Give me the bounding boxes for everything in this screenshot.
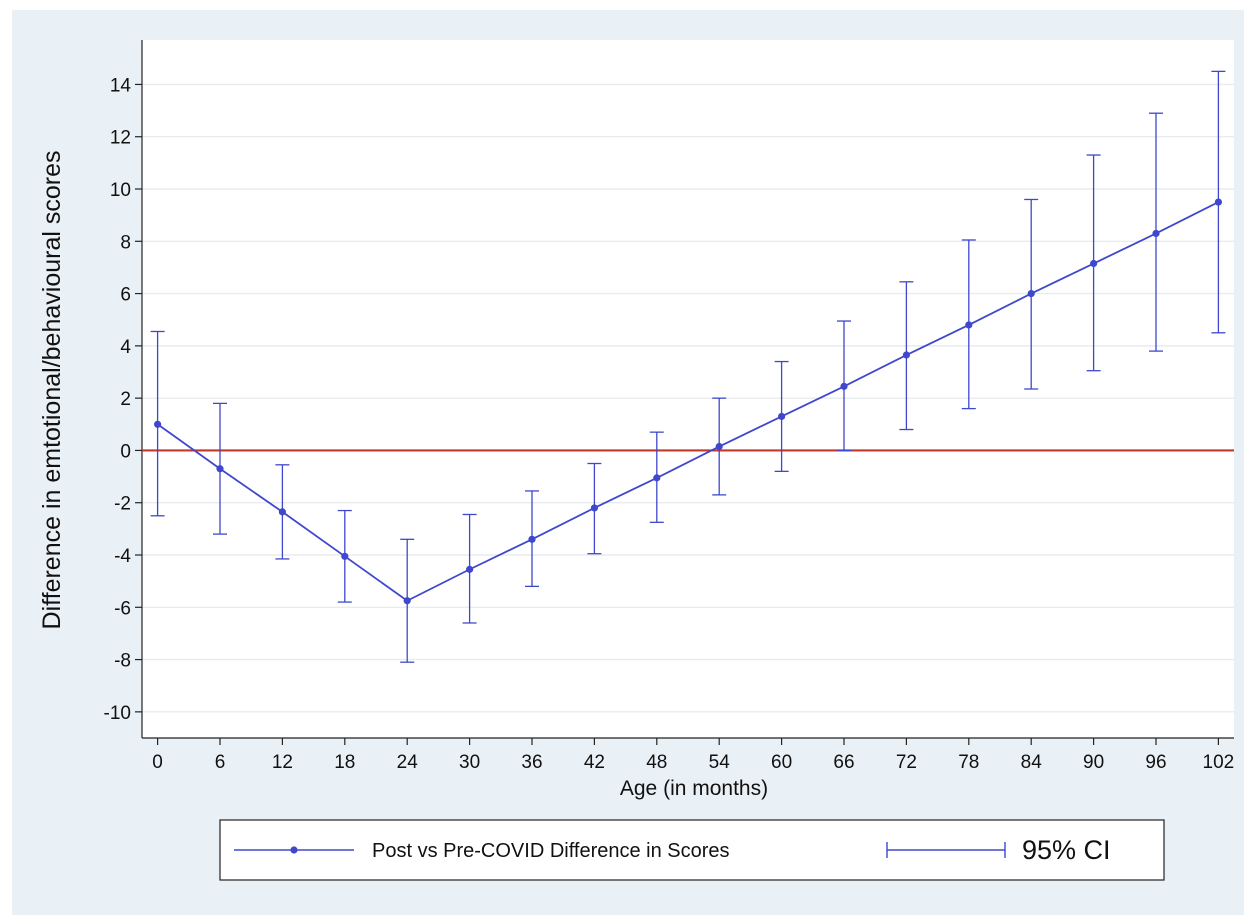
x-tick-label: 72: [896, 752, 917, 773]
data-point: [1152, 229, 1160, 238]
y-tick-label: -2: [114, 494, 131, 515]
x-tick-label: 48: [646, 752, 667, 773]
data-point: [1214, 198, 1222, 206]
y-tick-label: 0: [120, 441, 131, 462]
data-point: [840, 382, 848, 390]
x-axis-title: Age (in months): [620, 777, 768, 800]
x-tick-label: 66: [833, 752, 854, 773]
data-point: [154, 420, 162, 428]
data-point: [1090, 259, 1098, 268]
x-tick-label: 84: [1021, 752, 1043, 773]
data-point: [278, 508, 286, 516]
data-point: [466, 565, 474, 573]
legend-ci-label: 95% CI: [1022, 835, 1111, 865]
x-tick-label: 18: [334, 752, 355, 773]
y-tick-label: -8: [114, 651, 131, 672]
series-line-group: [157, 201, 1219, 602]
chart-figure: -10 -8 -6 -4 -2 0 2 4 6 8 10 12 14 0 6 12 18 24 30 36 42 48 5…: [12, 10, 1244, 915]
legend: Post vs Pre-COVID Difference in Scores 9…: [219, 819, 1165, 881]
y-tick-label: 12: [110, 128, 131, 149]
x-tick-label: 78: [958, 752, 979, 773]
data-point: [965, 321, 973, 329]
y-tick-label: 14: [110, 75, 132, 96]
y-tick-label: -6: [114, 598, 131, 619]
legend-series-marker: [290, 846, 298, 854]
y-tick-label: 6: [120, 285, 131, 306]
y-ticks: -10 -8 -6 -4 -2 0 2 4 6 8 10 12 14: [104, 75, 142, 724]
x-tick-label: 24: [397, 752, 419, 773]
x-tick-label: 54: [709, 752, 731, 773]
x-tick-label: 60: [771, 752, 792, 773]
x-tick-label: 42: [584, 752, 605, 773]
x-tick-label: 102: [1203, 752, 1235, 773]
legend-box: [219, 819, 1165, 881]
data-point: [1027, 289, 1035, 298]
y-tick-label: 2: [120, 389, 131, 410]
data-point: [902, 351, 911, 359]
data-point: [590, 504, 599, 512]
y-axis-title: Difference in emtotional/behavioural sco…: [38, 151, 66, 630]
y-tick-label: -10: [104, 703, 131, 724]
data-point: [528, 535, 536, 543]
series-line: [157, 201, 1219, 602]
x-tick-label: 0: [152, 752, 163, 773]
data-point: [653, 474, 661, 482]
legend-series-label: Post vs Pre-COVID Difference in Scores: [372, 840, 730, 862]
y-tick-label: -4: [114, 546, 131, 567]
x-tick-label: 30: [459, 752, 480, 773]
x-ticks: 0 6 12 18 24 30 36 42 48 54 60 66 72 78 84 90 96 102: [152, 738, 1234, 773]
x-tick-label: 96: [1145, 752, 1166, 773]
data-point: [715, 442, 723, 451]
series-points: [154, 198, 1222, 605]
plot-area: [142, 40, 1234, 738]
y-tick-label: 10: [110, 180, 131, 201]
x-tick-label: 90: [1083, 752, 1104, 773]
x-tick-label: 36: [521, 752, 542, 773]
data-point: [216, 465, 224, 473]
data-point: [778, 412, 786, 421]
y-tick-label: 4: [120, 337, 131, 358]
x-tick-label: 12: [272, 752, 293, 773]
y-tick-label: 8: [120, 232, 131, 253]
x-tick-label: 6: [215, 752, 226, 773]
data-point: [403, 597, 411, 605]
data-point: [341, 552, 349, 560]
